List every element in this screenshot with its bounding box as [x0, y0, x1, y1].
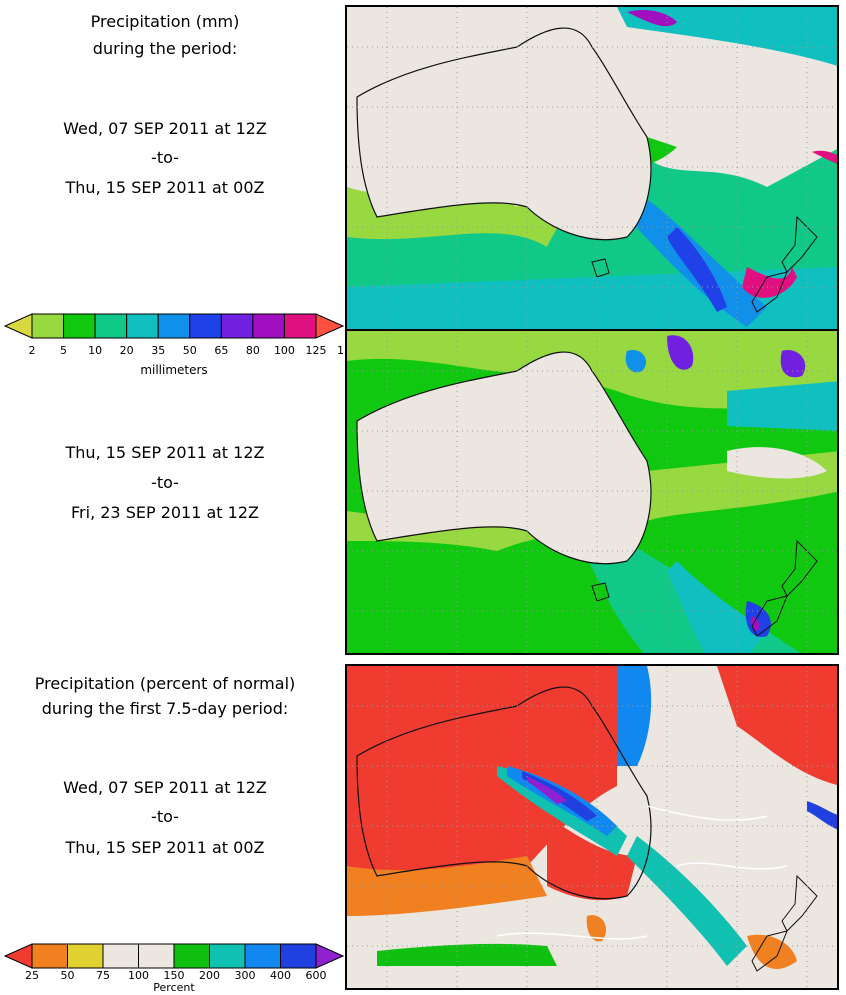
colorbar-mm-tick-label: 20 [119, 344, 134, 357]
forecast-map-week1 [345, 5, 839, 331]
colorbar-percent-swatch-5 [173, 943, 210, 969]
panel3-heading-line2: during the first 7.5-day period: [41, 699, 289, 718]
panel1-heading-line1: Precipitation (mm) [90, 12, 240, 31]
colorbar-mm-swatch-7 [220, 313, 254, 339]
colorbar-mm-swatch-1 [31, 313, 65, 339]
colorbar-percent-tick-label: 50 [60, 969, 75, 982]
colorbar-mm-swatch-10 [315, 313, 344, 339]
colorbar-percent-swatch-4 [138, 943, 175, 969]
colorbar-percent-tick-label: 75 [96, 969, 110, 982]
panel2-start-date: Thu, 15 SEP 2011 at 12Z [65, 443, 265, 462]
colorbar-mm-tick-label: 35 [151, 344, 166, 357]
percent-normal-map [345, 664, 839, 990]
panel1-heading-line2: during the period: [92, 39, 238, 58]
colorbar-percent-swatch-8 [280, 943, 317, 969]
colorbar-mm-swatch-3 [94, 313, 128, 339]
panel2-end-date: Fri, 23 SEP 2011 at 12Z [71, 503, 259, 522]
map-week1-graphic [347, 7, 837, 329]
colorbar-mm-tick-label: 125 [305, 344, 327, 357]
panel1-start-date: Wed, 07 SEP 2011 at 12Z [63, 119, 267, 138]
colorbar-percent-swatch-9 [315, 943, 344, 969]
colorbar-percent-swatch-0 [4, 943, 33, 969]
colorbar-mm-tick-label: 50 [182, 344, 197, 357]
colorbar-percent-swatch-3 [102, 943, 139, 969]
colorbar-mm-tick-label: 65 [214, 344, 229, 357]
colorbar-mm-tick-label: 100 [273, 344, 295, 357]
colorbar-mm-swatch-2 [63, 313, 96, 339]
colorbar-percent-swatch-7 [244, 943, 281, 969]
colorbar-mm-swatch-6 [189, 313, 222, 339]
map-week2-graphic [347, 331, 837, 653]
colorbar-percent-tick-label: 150 [163, 969, 185, 982]
colorbar-percent-swatch-2 [67, 943, 104, 969]
colorbar-mm-swatch-5 [157, 313, 191, 339]
colorbar-mm-tick-label: 5 [60, 344, 68, 357]
colorbar-mm-swatch-0 [4, 313, 33, 339]
panel3-start-date: Wed, 07 SEP 2011 at 12Z [63, 778, 267, 797]
colorbar-percent [4, 943, 344, 969]
colorbar-mm-unit: millimeters [140, 363, 208, 377]
panel1-end-date: Thu, 15 SEP 2011 at 00Z [65, 178, 265, 197]
colorbar-mm-tick-label: 80 [245, 344, 260, 357]
colorbar-percent-unit: Percent [153, 981, 195, 994]
colorbar-mm-swatch-8 [252, 313, 285, 339]
forecast-map-week2 [345, 329, 839, 655]
panel1-to: -to- [151, 148, 179, 167]
colorbar-percent-tick-label: 600 [305, 969, 327, 982]
colorbar-percent-swatch-6 [209, 943, 246, 969]
colorbar-mm-tick-label: 2 [28, 344, 36, 357]
panel3-to: -to- [151, 807, 179, 826]
colorbar-mm-swatch-4 [126, 313, 159, 339]
colorbar-mm [4, 313, 344, 339]
colorbar-percent-tick-label: 400 [270, 969, 291, 982]
map-percent-graphic [347, 666, 837, 988]
panel2-to: -to- [151, 473, 179, 492]
colorbar-percent-tick-label: 100 [128, 969, 149, 982]
panel3-end-date: Thu, 15 SEP 2011 at 00Z [65, 838, 265, 857]
colorbar-percent-swatch-1 [31, 943, 68, 969]
colorbar-percent-tick-label: 300 [234, 969, 256, 982]
colorbar-percent-tick-label: 25 [25, 969, 39, 982]
colorbar-mm-swatch-9 [283, 313, 317, 339]
panel3-heading-line1: Precipitation (percent of normal) [34, 674, 296, 693]
colorbar-percent-tick-label: 200 [199, 969, 220, 982]
colorbar-mm-tick-label: 10 [88, 344, 103, 357]
